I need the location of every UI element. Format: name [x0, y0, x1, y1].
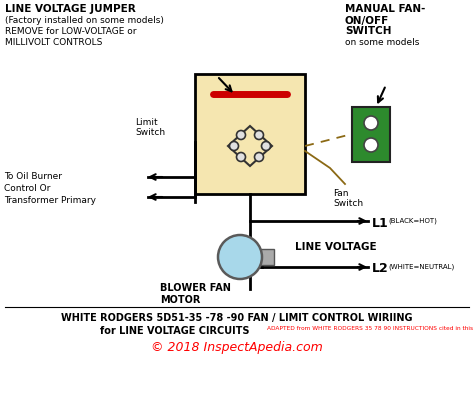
Circle shape	[255, 153, 264, 162]
Bar	[195, 75, 305, 195]
Circle shape	[364, 117, 378, 131]
Text: Fan
Switch: Fan Switch	[333, 189, 363, 208]
Text: LINE VOLTAGE JUMPER: LINE VOLTAGE JUMPER	[5, 4, 136, 14]
Circle shape	[364, 139, 378, 153]
Bar	[352, 108, 390, 163]
Text: Limit
Switch: Limit Switch	[135, 118, 165, 137]
Text: L2: L2	[372, 261, 389, 274]
Circle shape	[262, 142, 271, 151]
Text: ON/OFF: ON/OFF	[345, 16, 389, 26]
Text: MANUAL FAN-: MANUAL FAN-	[345, 4, 425, 14]
Text: © 2018 InspectApedia.com: © 2018 InspectApedia.com	[151, 340, 323, 353]
Text: (WHITE=NEUTRAL): (WHITE=NEUTRAL)	[388, 262, 454, 269]
Text: LINE VOLTAGE: LINE VOLTAGE	[295, 241, 377, 252]
Text: WHITE RODGERS 5D51-35 -78 -90 FAN / LIMIT CONTROL WIRIING: WHITE RODGERS 5D51-35 -78 -90 FAN / LIMI…	[61, 312, 413, 322]
Bar	[260, 249, 274, 265]
Text: To Oil Burner
Control Or
Transformer Primary: To Oil Burner Control Or Transformer Pri…	[4, 172, 96, 204]
Text: for LINE VOLTAGE CIRCUITS: for LINE VOLTAGE CIRCUITS	[100, 325, 249, 335]
Text: SWITCH: SWITCH	[345, 26, 392, 36]
Text: on some models: on some models	[345, 38, 419, 47]
Text: ADAPTED from WHITE RODGERS 35 78 90 INSTRUCTIONS cited in this article: ADAPTED from WHITE RODGERS 35 78 90 INST…	[267, 325, 474, 330]
Text: BLOWER FAN
MOTOR: BLOWER FAN MOTOR	[160, 282, 231, 304]
Text: (BLACK=HOT): (BLACK=HOT)	[388, 218, 437, 224]
Circle shape	[229, 142, 238, 151]
Circle shape	[237, 153, 246, 162]
Circle shape	[237, 131, 246, 140]
Circle shape	[255, 131, 264, 140]
Text: REMOVE for LOW-VOLTAGE or: REMOVE for LOW-VOLTAGE or	[5, 27, 137, 36]
Text: MILLIVOLT CONTROLS: MILLIVOLT CONTROLS	[5, 38, 102, 47]
Text: L1: L1	[372, 216, 389, 229]
Text: (Factory installed on some models): (Factory installed on some models)	[5, 16, 164, 25]
Circle shape	[218, 236, 262, 279]
